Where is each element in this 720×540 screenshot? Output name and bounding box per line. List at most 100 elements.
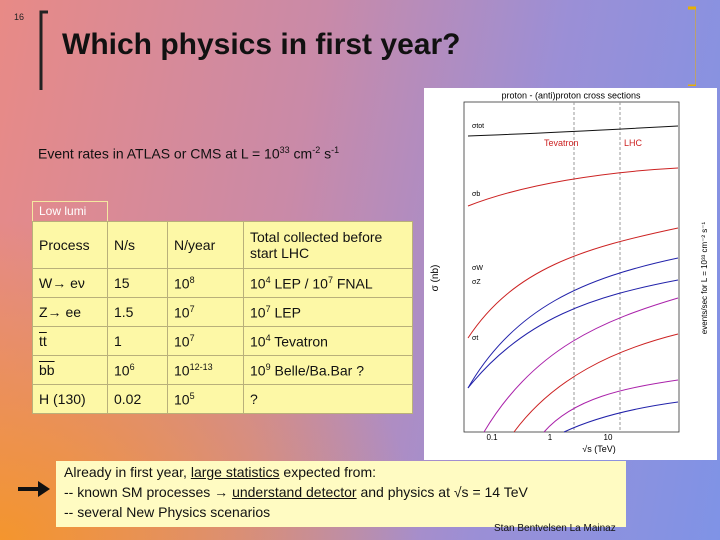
event-rates: Event rates in ATLAS or CMS at L = 1033 … <box>38 145 339 162</box>
curve-label: σZ <box>472 279 481 286</box>
plot-title: proton - (anti)proton cross sections <box>501 90 641 100</box>
text-segment: Event rates in ATLAS or CMS at L = 10 <box>38 145 280 162</box>
text-segment: 10 <box>174 362 190 379</box>
note-line: Already in first year, large statistics … <box>64 462 618 482</box>
bracket <box>688 6 696 86</box>
table-cell: 108 <box>167 268 244 298</box>
table-cell: H (130) <box>32 384 108 414</box>
text-segment: 12-13 <box>189 361 213 372</box>
plot-bg <box>424 88 717 460</box>
text-segment: 4 <box>265 332 271 343</box>
text-segment: bb <box>39 362 55 378</box>
text-segment: 4 <box>265 274 271 285</box>
bracket <box>39 10 48 90</box>
text-segment: 10 <box>250 304 266 321</box>
text-segment: 8 <box>189 274 195 285</box>
text-segment: 10 <box>114 362 130 379</box>
text-segment: cm <box>289 145 313 162</box>
arrow-icon <box>18 481 50 497</box>
curve-label: σW <box>472 265 483 272</box>
text-segment: Tevatron <box>270 333 328 350</box>
text-segment: 10 <box>174 333 190 350</box>
y2-label: events/sec for L = 10³³ cm⁻² s⁻¹ <box>700 221 709 334</box>
curve <box>513 333 679 433</box>
curve <box>483 297 679 433</box>
table-cell: 107 LEP <box>243 297 413 327</box>
table-row: W→ eν 15 108 104 LEP / 107 FNAL <box>32 268 413 298</box>
curve <box>563 401 679 433</box>
text-segment: ? <box>250 391 258 407</box>
curve <box>467 279 679 389</box>
text-segment: FNAL <box>332 275 373 292</box>
text-segment: Process <box>39 237 90 253</box>
text-segment: LEP / 10 <box>270 275 328 292</box>
table-label: Low lumi <box>32 201 108 222</box>
text-segment: 10 <box>174 275 190 292</box>
text-segment: s <box>320 145 332 162</box>
text-segment: 10 <box>250 333 266 350</box>
note-box: Already in first year, large statistics … <box>56 461 626 527</box>
text-segment: 7 <box>189 303 195 314</box>
text-segment: N/year <box>174 237 216 253</box>
curve <box>543 379 679 433</box>
table-cell: 0.02 <box>107 384 168 414</box>
text-segment: and physics at √s = 14 TeV <box>356 484 528 500</box>
note-line: -- several New Physics scenarios <box>64 502 618 522</box>
text-segment: expected from: <box>279 464 377 480</box>
text-segment: Already in first year, <box>64 464 191 480</box>
table-cell: 105 <box>167 384 244 414</box>
curve-label: σt <box>472 335 478 342</box>
table-cell: N/s <box>107 221 168 269</box>
text-segment: 10 <box>174 304 190 321</box>
text-segment: 6 <box>129 361 135 372</box>
rates-table: Process N/s N/year Total collected before s… <box>32 221 413 414</box>
x-tick-label: 0.1 <box>486 433 498 442</box>
text-segment: -1 <box>331 145 340 155</box>
text-segment: 10 <box>174 391 190 408</box>
curve <box>467 227 679 339</box>
table-cell: Total collected before start LHC <box>243 221 413 269</box>
text-segment: -2 <box>312 145 321 155</box>
text-segment: 0.02 <box>114 391 142 407</box>
text-segment: 10 <box>250 362 266 379</box>
text-segment: H (130) <box>39 391 86 407</box>
text-segment: 7 <box>265 303 271 314</box>
text-segment: 9 <box>265 361 271 372</box>
collider-label: Tevatron <box>544 138 579 148</box>
text-segment: 1.5 <box>114 304 134 320</box>
table-row: bb 106 1012-13 109 Belle/Ba.Bar ? <box>32 355 413 385</box>
table-cell: N/year <box>167 221 244 269</box>
table-cell: ? <box>243 384 413 414</box>
table-cell: W→ eν <box>32 268 108 298</box>
table-cell: Process <box>32 221 108 269</box>
curve <box>467 167 679 207</box>
curve-label: σtot <box>472 123 484 130</box>
table-cell: 109 Belle/Ba.Bar ? <box>243 355 413 385</box>
x-label: √s (TeV) <box>582 444 615 454</box>
text-segment: Total collected before start LHC <box>250 229 383 261</box>
table-row: H (130) 0.02 105? <box>32 384 413 414</box>
x-tick-label: 1 <box>548 433 553 442</box>
text-segment: 1 <box>114 333 122 349</box>
text-segment: tt <box>39 333 47 349</box>
text-segment: 15 <box>114 275 130 291</box>
slide-title: Which physics in first year? <box>62 28 461 61</box>
text-segment: W→ eν <box>39 275 85 291</box>
table-cell: 104 LEP / 107 FNAL <box>243 268 413 298</box>
text-segment: Z→ ee <box>39 304 82 320</box>
x-tick-label: 10 <box>604 433 613 442</box>
curve-label: σb <box>472 191 480 198</box>
text-segment: LEP <box>270 304 301 321</box>
text-segment: Belle/Ba.Bar ? <box>270 362 364 379</box>
text-segment: 7 <box>327 274 333 285</box>
text-segment: -- several New Physics scenarios <box>64 504 271 520</box>
table-cell: Z→ ee <box>32 297 108 327</box>
table-cell: 106 <box>107 355 168 385</box>
table-row: Process N/s N/year Total collected before s… <box>32 221 413 269</box>
table-row: Z→ ee 1.5 107 107 LEP <box>32 297 413 327</box>
note-line: -- known SM processes → understand detec… <box>64 482 618 502</box>
table-cell: 1 <box>107 326 168 356</box>
footer: Stan Bentvelsen La Mainaz <box>494 523 616 534</box>
text-segment: -- known SM processes → <box>64 484 233 500</box>
plot-frame <box>463 101 680 433</box>
